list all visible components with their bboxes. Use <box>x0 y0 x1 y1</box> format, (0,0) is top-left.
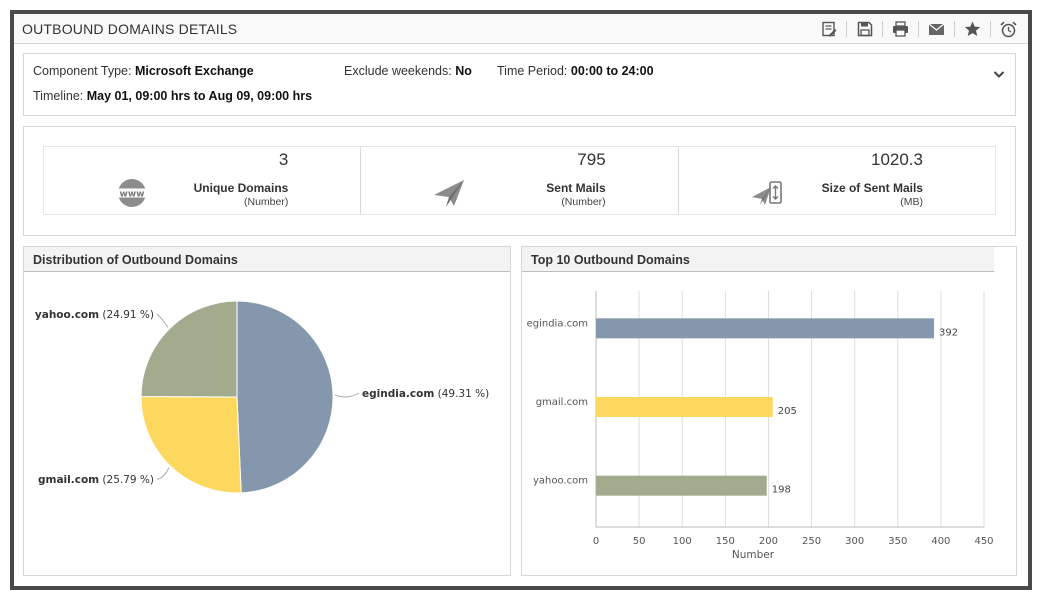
component-type-value: Microsoft Exchange <box>134 64 254 78</box>
time-period-label: Time Period: <box>497 64 568 78</box>
bar-value-label: 205 <box>778 406 797 417</box>
x-tick-label: 50 <box>633 536 646 547</box>
pie-chart: egindia.com (49.31 %) gmail.com (25.79 %)… <box>35 300 489 494</box>
bar[interactable] <box>596 318 934 339</box>
kpi-summary: www 3 Unique Domains (Number) 795 Sent M… <box>23 126 1016 236</box>
print-icon[interactable] <box>885 18 916 40</box>
panel-header: Distribution of Outbound Domains <box>24 247 510 272</box>
report-window: OUTBOUND DOMAINS DETAILS <box>10 10 1032 590</box>
kpi-sent-mails: 795 Sent Mails (Number) <box>361 147 679 214</box>
kpi-value: 3 <box>278 150 289 169</box>
pie-connector <box>334 392 360 398</box>
kpi-unit: (Number) <box>243 196 289 208</box>
toolbar <box>813 18 1024 40</box>
kpi-label: Unique Domains <box>193 181 289 195</box>
pie-slice[interactable] <box>140 300 238 398</box>
kpi-row: www 3 Unique Domains (Number) 795 Sent M… <box>43 146 996 215</box>
component-type-label: Component Type: <box>33 64 132 78</box>
kpi-size-of-sent-mails: 1020.3 Size of Sent Mails (MB) <box>679 147 995 214</box>
kpi-unique-domains: www 3 Unique Domains (Number) <box>44 147 362 214</box>
panel-title: Top 10 Outbound Domains <box>531 253 690 267</box>
y-tick-label: gmail.com <box>536 397 588 408</box>
bar-chart: 0 50 100 150 200 250 300 350 400 450 egindia.com 39… <box>527 291 994 561</box>
bar-value-label: 198 <box>772 485 791 496</box>
panel-header: Top 10 Outbound Domains <box>522 247 994 272</box>
favorite-icon[interactable] <box>957 18 988 40</box>
bar[interactable] <box>596 397 773 417</box>
y-tick-label: egindia.com <box>527 318 588 329</box>
x-tick-label: 300 <box>845 536 864 547</box>
y-tick-label: yahoo.com <box>533 476 588 487</box>
x-tick-label: 150 <box>716 536 735 547</box>
exclude-weekends-value: No <box>455 64 472 78</box>
pie-connector <box>156 467 170 480</box>
kpi-value: 795 <box>577 150 606 169</box>
kpi-unit: (Number) <box>561 196 606 208</box>
timeline-label: Timeline: <box>33 89 84 103</box>
x-tick-label: 450 <box>974 536 993 547</box>
save-icon[interactable] <box>849 18 880 40</box>
filter-summary: Component Type: Microsoft Exchange Exclu… <box>23 53 1016 116</box>
kpi-value: 1020.3 <box>870 150 923 169</box>
mail-size-icon <box>751 178 783 213</box>
paper-plane-icon <box>433 178 465 213</box>
distribution-panel: Distribution of Outbound Domains egindia… <box>23 246 511 576</box>
pie-slice[interactable] <box>236 300 334 494</box>
pie-slice-label: egindia.com (49.31 %) <box>362 388 489 400</box>
exclude-weekends: Exclude weekends: No <box>344 64 472 78</box>
x-tick-label: 100 <box>673 536 692 547</box>
title-bar: OUTBOUND DOMAINS DETAILS <box>14 14 1028 44</box>
pie-slice-label: gmail.com (25.79 %) <box>38 474 154 486</box>
exclude-weekends-label: Exclude weekends: <box>344 64 452 78</box>
component-type: Component Type: Microsoft Exchange <box>33 64 254 78</box>
edit-report-icon[interactable] <box>813 18 844 40</box>
top-domains-panel: Top 10 Outbound Domains 0 50 100 150 200 250 3… <box>521 246 1017 576</box>
mail-icon[interactable] <box>921 18 952 40</box>
kpi-unit: (MB) <box>900 196 923 208</box>
toolbar-divider <box>954 21 955 37</box>
toolbar-divider <box>846 21 847 37</box>
bar-value-label: 392 <box>939 327 958 338</box>
toolbar-divider <box>918 21 919 37</box>
timeline-value: May 01, 09:00 hrs to Aug 09, 09:00 hrs <box>86 89 313 103</box>
page-title: OUTBOUND DOMAINS DETAILS <box>22 21 238 37</box>
chevron-down-icon[interactable] <box>993 68 1005 82</box>
kpi-label: Sent Mails <box>546 181 606 195</box>
x-tick-label: 200 <box>759 536 778 547</box>
alarm-icon[interactable] <box>993 18 1024 40</box>
kpi-label: Size of Sent Mails <box>821 181 923 195</box>
x-tick-label: 350 <box>888 536 907 547</box>
bar[interactable] <box>596 475 767 496</box>
x-axis-label: Number <box>732 549 775 561</box>
pie-slice-label: yahoo.com (24.91 %) <box>35 309 154 321</box>
www-globe-icon: www <box>116 178 148 213</box>
x-tick-label: 250 <box>802 536 821 547</box>
time-period: Time Period: 00:00 to 24:00 <box>497 64 654 78</box>
pie-slice[interactable] <box>140 395 242 494</box>
toolbar-divider <box>990 21 991 37</box>
svg-text:www: www <box>120 189 145 199</box>
time-period-value: 00:00 to 24:00 <box>570 64 654 78</box>
x-tick-label: 400 <box>931 536 950 547</box>
x-tick-label: 0 <box>593 536 599 547</box>
timeline: Timeline: May 01, 09:00 hrs to Aug 09, 0… <box>33 89 312 103</box>
panel-title: Distribution of Outbound Domains <box>33 253 238 267</box>
pie-connector <box>156 313 169 328</box>
toolbar-divider <box>882 21 883 37</box>
